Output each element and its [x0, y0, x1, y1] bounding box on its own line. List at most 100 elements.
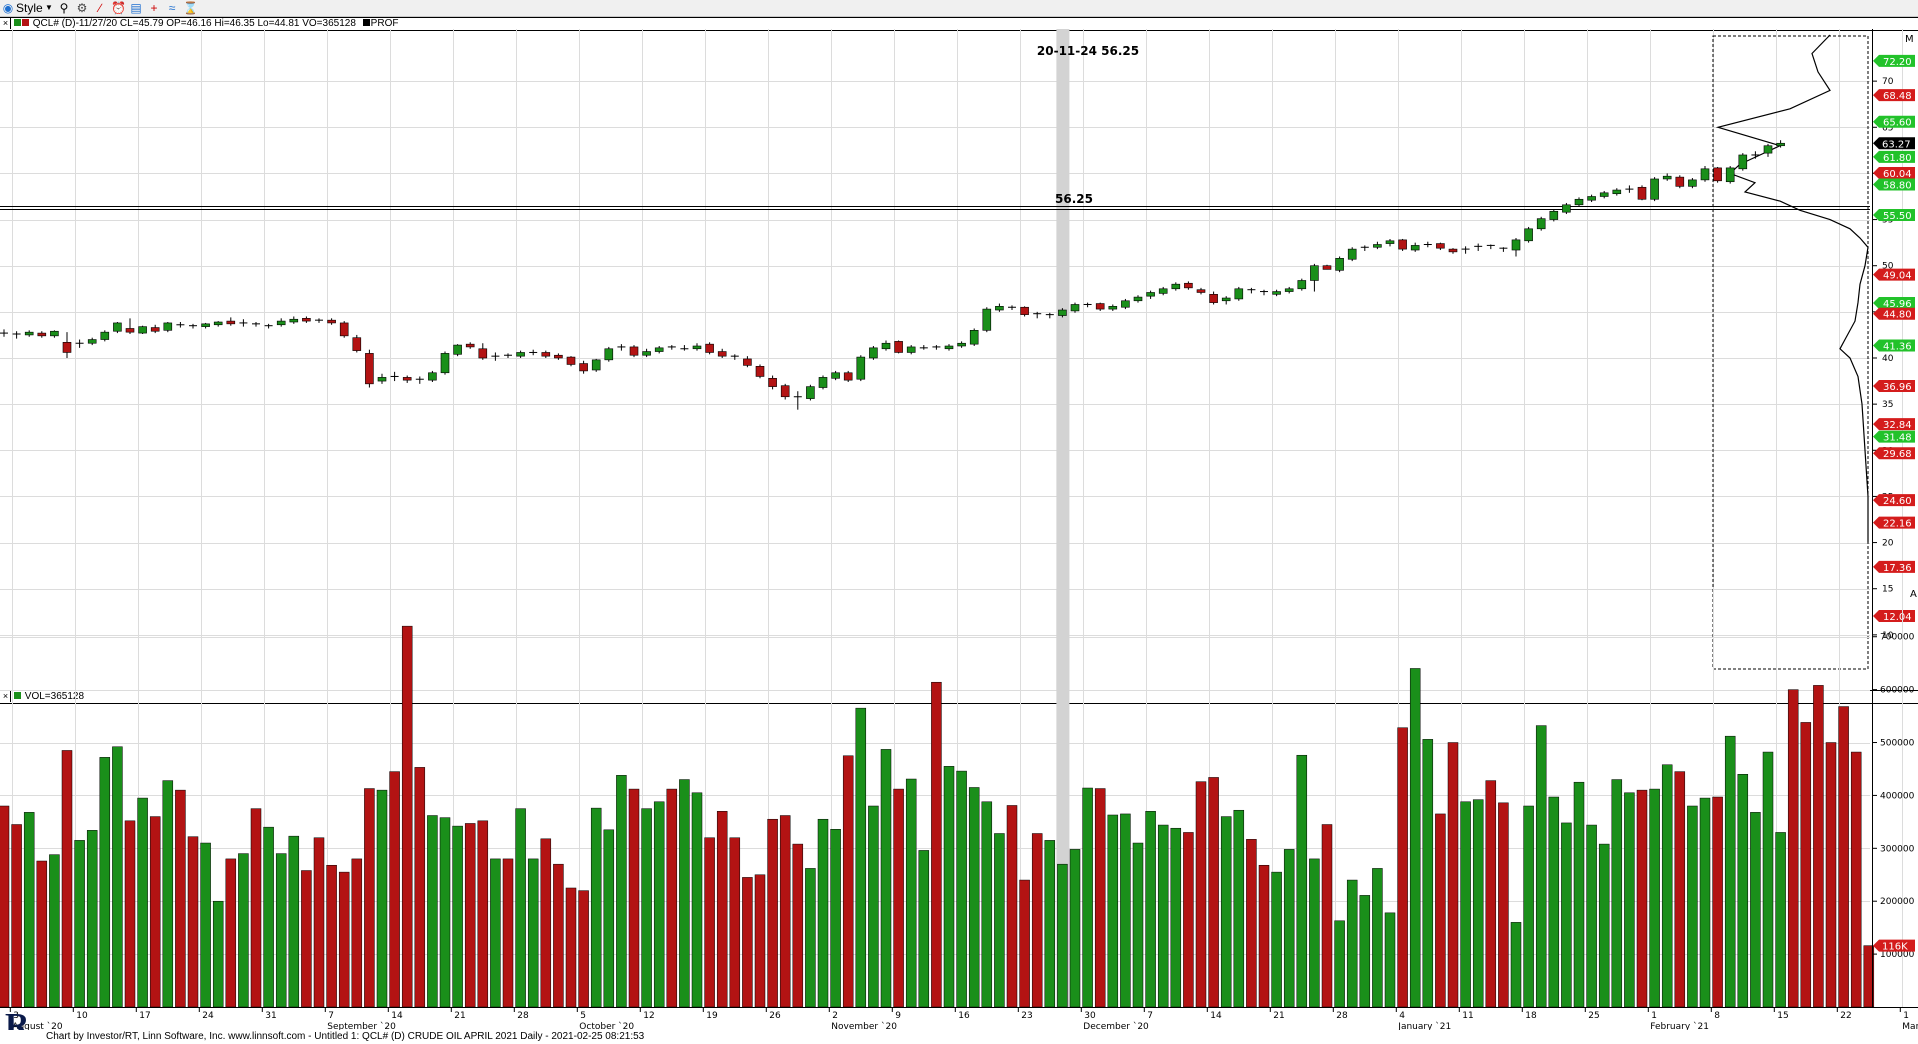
volume-bar — [1057, 863, 1068, 1008]
volume-bar — [49, 854, 60, 1008]
candle-body — [1158, 288, 1168, 294]
candle-body — [125, 328, 135, 333]
x-axis-day-label: 14 — [1210, 1011, 1222, 1021]
volume-bar — [653, 801, 665, 1008]
price-level-badge — [1873, 430, 1915, 443]
price-level-badge — [1873, 208, 1915, 221]
x-axis-month-label: August `20 — [12, 1021, 63, 1030]
footer: Chart by Investor/RT, Linn Software, Inc… — [0, 1030, 1918, 1043]
volume-bar — [1359, 895, 1371, 1008]
zoom-icon[interactable]: ⚲ — [59, 1, 69, 15]
price-level-badge-text: 24.60 — [1883, 496, 1912, 507]
price-level-badge — [1873, 115, 1915, 128]
volume-bar — [767, 818, 778, 1008]
volume-bar — [137, 797, 148, 1008]
volume-bar — [86, 830, 98, 1008]
volume-profile-box — [1712, 35, 1869, 670]
volume-bar — [1031, 833, 1043, 1008]
price-panel-header: × QCL# (D)-11/27/20 CL=45.79 OP=46.16 Hi… — [0, 17, 1918, 31]
wave-icon[interactable]: ≈ — [168, 1, 176, 15]
price-axis-label: 35 — [1882, 400, 1893, 410]
volume-bar — [805, 868, 816, 1008]
gear-icon[interactable]: ⚙ — [76, 1, 88, 15]
price-level-badge-text: 55.50 — [1883, 211, 1912, 222]
candle-body — [1020, 306, 1029, 315]
volume-bar — [553, 863, 564, 1008]
toolbar: ◉ Style ▼ ⚲ ⚙ ∕ ⏰ ▤ + ≈ ⌛ — [0, 0, 1918, 17]
hourglass-icon[interactable]: ⌛ — [183, 1, 198, 15]
candle-body — [1524, 228, 1533, 242]
close-volume-panel-icon[interactable]: × — [1, 691, 11, 702]
volume-bar — [880, 749, 892, 1008]
volume-bar — [99, 757, 111, 1008]
candle-body — [995, 306, 1004, 311]
volume-bar — [1737, 774, 1749, 1008]
volume-bar — [326, 864, 337, 1008]
price-level-badge-text: 32.84 — [1883, 420, 1912, 431]
price-level-badge-text: 41.36 — [1883, 341, 1912, 352]
candle-body — [768, 378, 777, 387]
volume-bar — [351, 858, 363, 1008]
x-axis-day-label: 8 — [1714, 1011, 1720, 1021]
volume-axis-label: 300000 — [1880, 844, 1915, 854]
x-axis-day-label: 2 — [832, 1011, 838, 1021]
volume-bar — [1233, 809, 1245, 1008]
price-level-badge — [1873, 307, 1915, 320]
volume-bar — [1649, 788, 1660, 1008]
x-axis-day-label: 30 — [1084, 1011, 1096, 1021]
x-axis-day-label: 28 — [517, 1011, 529, 1021]
app-globe-icon[interactable]: ◉ — [2, 1, 14, 15]
cursor-band — [1056, 29, 1070, 690]
volume-bar — [628, 788, 640, 1008]
volume-axis-label: 100000 — [1880, 950, 1915, 960]
volume-bar — [716, 811, 728, 1008]
volume-bar — [175, 789, 186, 1008]
price-level-badge — [1873, 516, 1915, 529]
candle-body — [1209, 294, 1218, 303]
price-level-badge-text: 31.48 — [1883, 433, 1912, 444]
candle-body — [1058, 309, 1067, 316]
price-level-badge-text: 29.68 — [1883, 449, 1912, 460]
x-axis-day-label: 7 — [1147, 1011, 1153, 1021]
x-axis-day-label: 22 — [1840, 1011, 1851, 1021]
candle-body — [869, 347, 878, 359]
volume-bar — [943, 766, 955, 1008]
chart-type-icon[interactable]: ▤ — [130, 1, 142, 15]
candle-body — [402, 377, 412, 381]
candle-body — [1612, 189, 1622, 195]
price-level-badge — [1873, 339, 1915, 352]
volume-bar — [1246, 839, 1257, 1008]
price-level-badge-text: 72.20 — [1883, 57, 1912, 68]
draw-line-icon[interactable]: ∕ — [98, 1, 101, 15]
volume-bar — [792, 843, 804, 1008]
volume-bar — [666, 788, 678, 1008]
candle-body — [906, 346, 916, 353]
candle-body — [591, 359, 601, 371]
style-menu[interactable]: Style — [16, 1, 43, 15]
crosshair-icon[interactable]: + — [150, 1, 158, 15]
x-axis-day-label: 16 — [958, 1011, 970, 1021]
price-level-badge-text: 45.96 — [1883, 299, 1912, 310]
volume-bar — [1573, 781, 1585, 1008]
candle-body — [541, 352, 551, 357]
volume-bar — [36, 860, 48, 1008]
candle-body — [453, 344, 462, 355]
x-axis-month-label: February `21 — [1650, 1021, 1709, 1030]
volume-bar — [956, 770, 967, 1008]
candle-body — [87, 339, 97, 344]
alarm-clock-icon[interactable]: ⏰ — [111, 1, 126, 15]
volume-bar — [893, 788, 904, 1008]
candle-body — [806, 386, 815, 399]
close-panel-icon[interactable]: × — [1, 18, 11, 29]
volume-bar — [1687, 805, 1698, 1008]
candle-body — [1335, 258, 1344, 271]
volume-bar — [1598, 843, 1610, 1008]
dropdown-arrow-icon[interactable]: ▼ — [45, 3, 53, 12]
volume-chart[interactable]: 3 10 17 24 31 7 14 21 28 5 12 19 26 2 9 16 23 30 7 14 21 28 4 1… — [0, 589, 1918, 1030]
volume-bar — [74, 840, 85, 1008]
volume-bar — [1535, 725, 1547, 1008]
x-axis-day-label: 23 — [1021, 1011, 1032, 1021]
candle-body — [1562, 204, 1571, 213]
volume-bar — [603, 829, 615, 1008]
